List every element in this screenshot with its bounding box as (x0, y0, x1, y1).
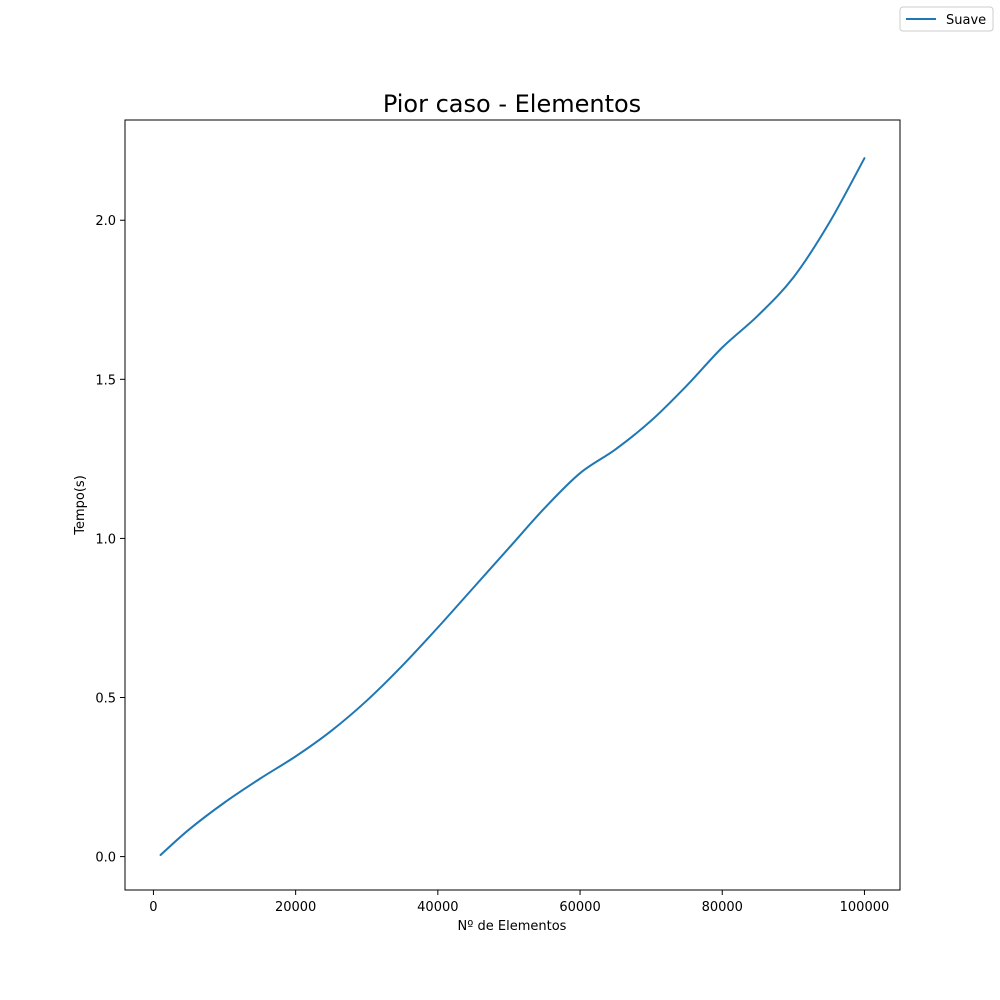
chart-title: Pior caso - Elementos (383, 90, 641, 118)
x-tick-label: 80000 (702, 900, 743, 915)
plot-area-frame (124, 119, 901, 891)
y-tick-label: 0.0 (95, 851, 116, 866)
x-tick-label: 0 (149, 900, 157, 915)
legend-box (899, 6, 994, 32)
x-axis: 0 20000 40000 60000 80000 100000 (149, 890, 889, 915)
legend: Suave (899, 6, 994, 32)
y-tick-label: 1.0 (95, 532, 116, 547)
y-axis-label: Tempo(s) (73, 475, 88, 536)
x-tick-label: 60000 (559, 900, 600, 915)
y-tick-label: 2.0 (95, 214, 116, 229)
x-tick-label: 20000 (275, 900, 316, 915)
y-axis: 0.0 0.5 1.0 1.5 2.0 (95, 214, 125, 866)
series-layer (159, 157, 866, 856)
y-tick-label: 1.5 (95, 373, 116, 388)
y-tick-label: 0.5 (95, 692, 116, 707)
legend-label-suave: Suave (946, 13, 986, 28)
x-tick-label: 40000 (417, 900, 458, 915)
x-tick-label: 100000 (840, 900, 890, 915)
series-line-suave (159, 157, 866, 856)
x-axis-label: Nº de Elementos (458, 919, 567, 934)
